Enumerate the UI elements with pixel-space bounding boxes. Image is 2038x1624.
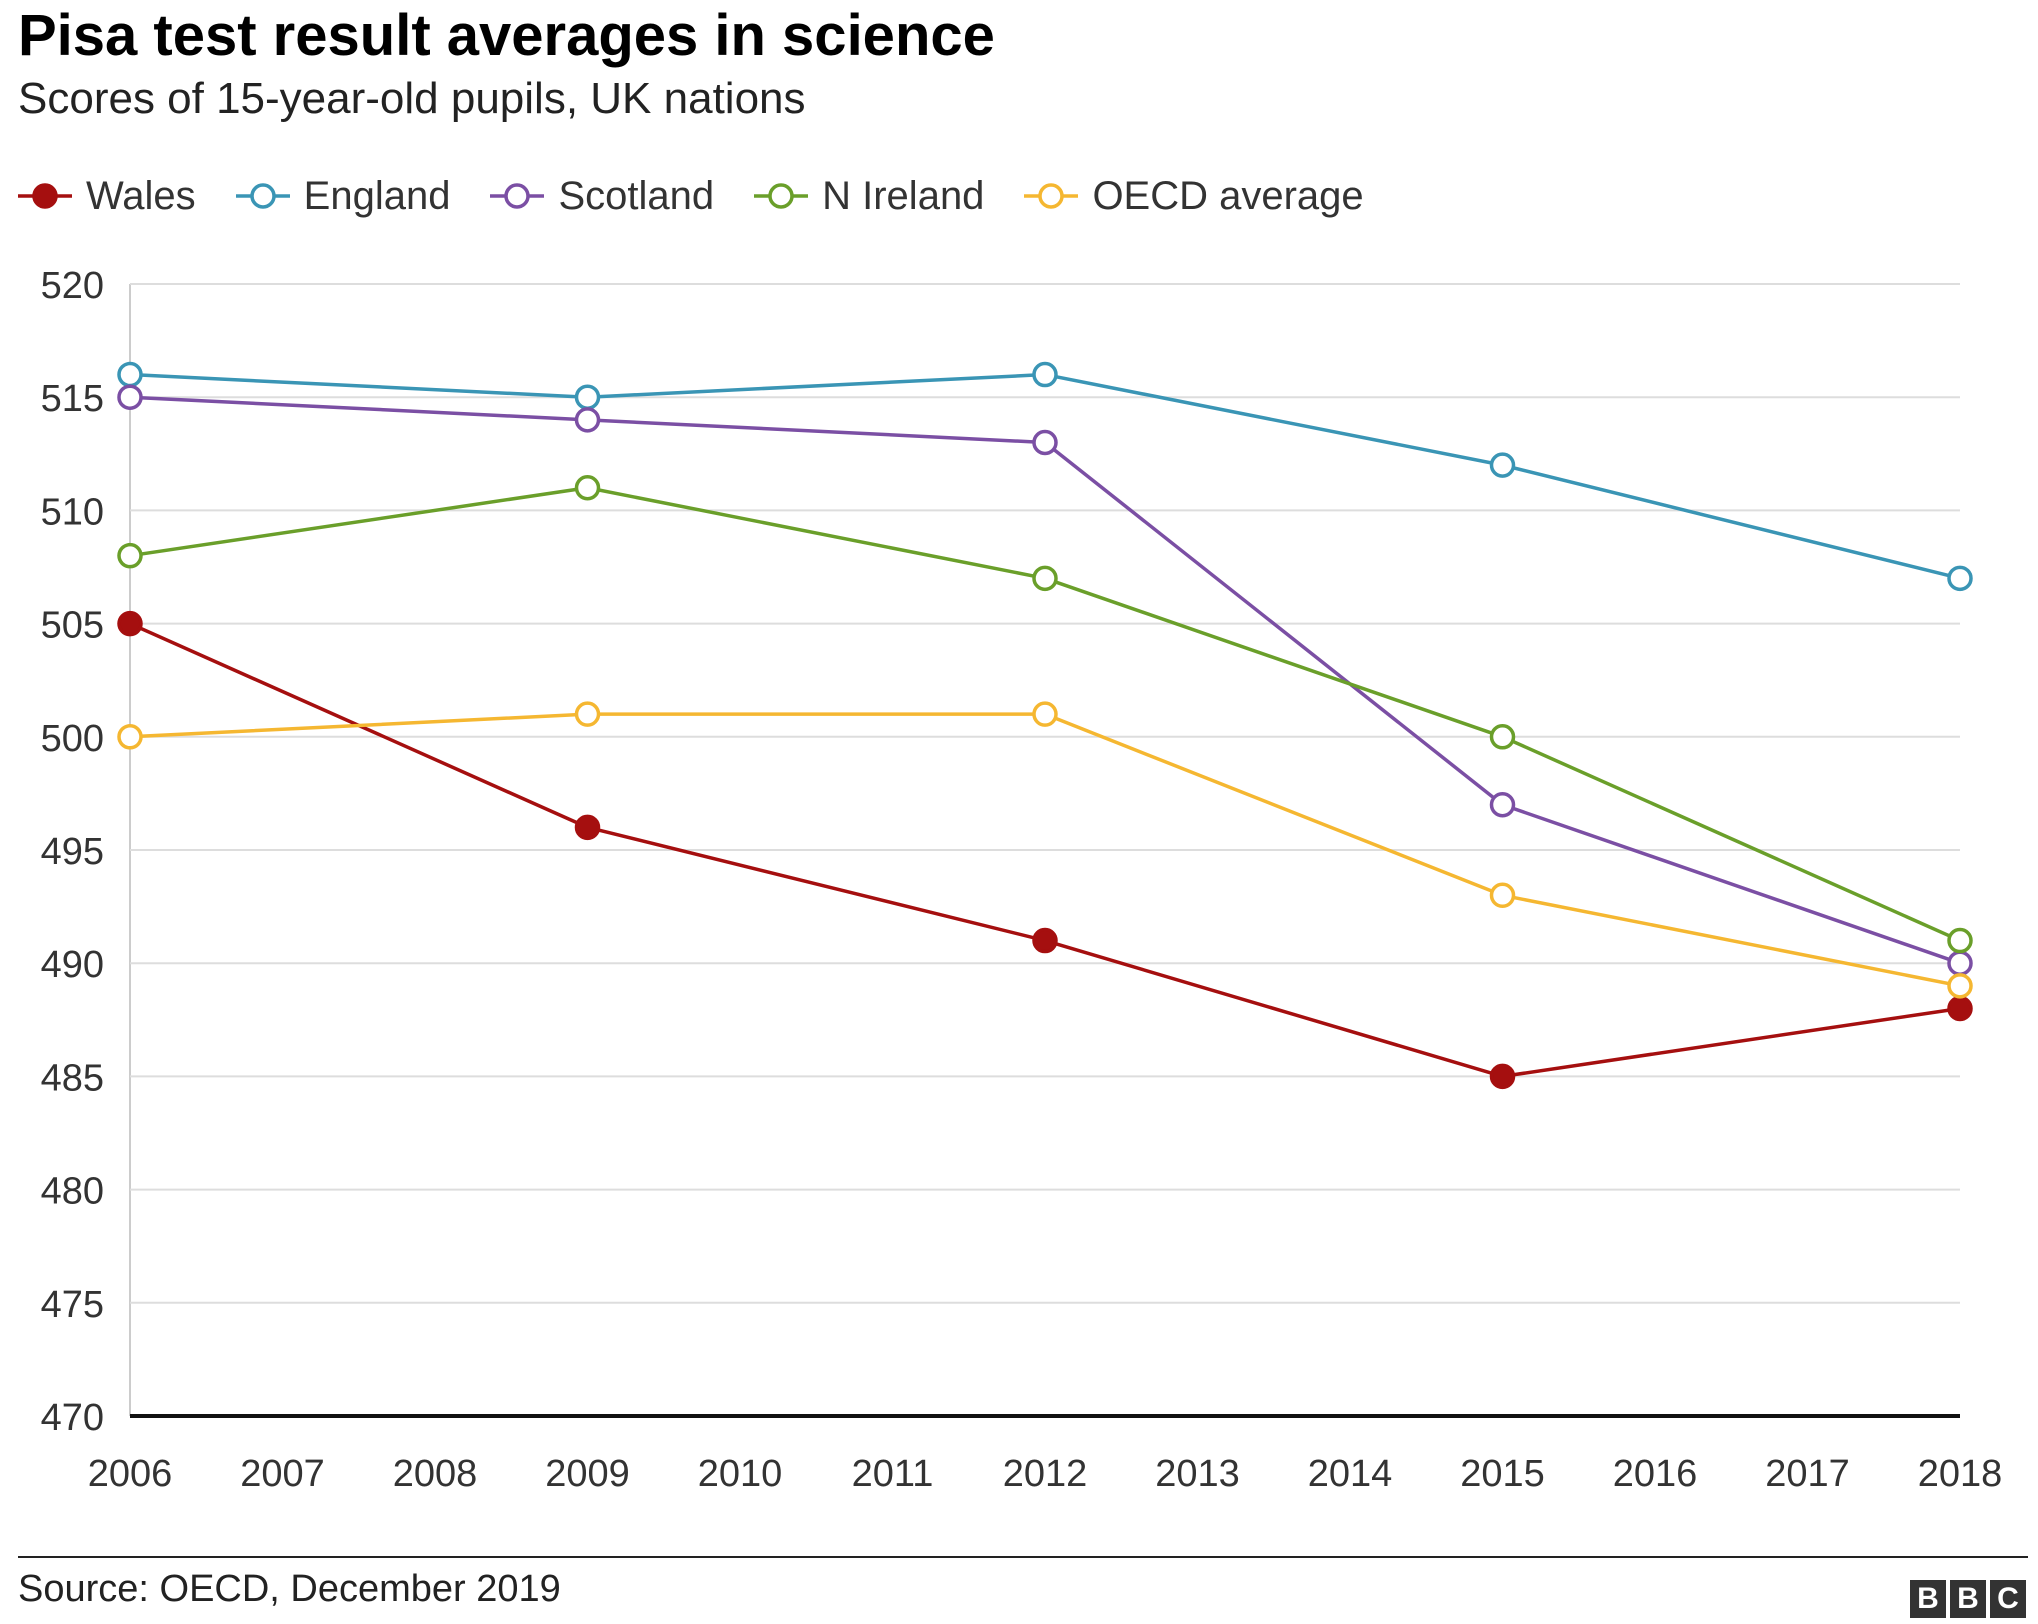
line-chart: 470 475 480 485 490 495 500 505 510 515 520 2006 200… [41,265,2003,1495]
data-point [574,475,601,501]
legend-swatch [754,183,809,209]
x-tick-label: 2012 [1003,1453,1088,1495]
data-point [1489,452,1516,478]
data-point [1489,1063,1516,1090]
footer-divider [18,1556,2028,1558]
x-tick-label: 2008 [393,1453,478,1495]
y-tick-label: 490 [41,944,104,986]
legend-item: Scotland [490,174,714,219]
legend-swatch-marker [1038,183,1065,209]
data-point [117,384,143,410]
x-tick-label: 2010 [698,1453,783,1495]
legend-item: OECD average [1024,173,1364,219]
series-line [129,372,1961,581]
legend-label: England [303,173,451,218]
data-point [574,407,601,433]
legend-swatch-marker [249,183,276,209]
data-point [1489,791,1516,818]
x-tick-label: 2011 [852,1453,934,1495]
legend-swatch [490,183,545,209]
data-point [1947,995,1973,1022]
x-tick-label: 2009 [545,1453,630,1495]
y-tick-label: 510 [41,491,104,533]
chart-legend: Wales England Scotland N Ireland OECD averag… [18,168,1404,224]
source-note: Source: OECD, December 2019 [18,1568,561,1610]
data-point [1032,927,1058,954]
y-tick-label: 505 [41,605,104,647]
legend-item: Wales [18,174,196,219]
chart-title: Pisa test result averages in science [18,3,995,68]
data-point [574,814,601,841]
data-point [1489,724,1516,750]
y-tick-label: 475 [41,1284,104,1326]
data-point [117,361,143,388]
data-point [1489,882,1516,909]
legend-label: N Ireland [822,173,985,218]
data-point [1032,429,1058,456]
x-tick-label: 2007 [240,1453,325,1495]
x-tick-label: 2006 [88,1453,173,1495]
legend-swatch-marker [768,183,794,209]
legend-label: Wales [86,173,196,218]
legend-swatch [235,183,290,209]
x-tick-label: 2017 [1765,1453,1850,1495]
legend-swatch [1024,183,1079,209]
y-tick-label: 480 [41,1171,104,1213]
data-point [1032,361,1058,388]
data-point [117,724,143,750]
bbc-logo-letter: C [1990,1580,2026,1618]
data-point [1032,701,1058,727]
bbc-logo-letter: B [1910,1580,1946,1618]
data-point [574,701,601,727]
bbc-logo: B B C [1906,1580,2026,1618]
y-tick-label: 520 [41,265,104,307]
y-tick-label: 515 [41,378,104,420]
legend-swatch [18,183,72,209]
y-tick-label: 495 [41,831,104,873]
y-tick-label: 470 [41,1397,104,1439]
x-tick-label: 2013 [1155,1453,1240,1495]
data-point [574,384,601,410]
legend-item: England [235,173,451,219]
bbc-logo-letter: B [1950,1580,1986,1618]
y-tick-label: 500 [41,718,104,760]
legend-swatch-marker [504,183,531,209]
legend-item: N Ireland [754,174,984,219]
data-point [1947,973,1973,999]
series-line [129,395,1961,965]
data-point [1947,950,1973,976]
y-tick-label: 485 [41,1057,104,1099]
data-point [117,542,143,569]
data-point [1947,927,1973,954]
data-point [1032,565,1058,592]
legend-label: OECD average [1092,173,1364,218]
legend-label: Scotland [558,173,715,218]
x-tick-label: 2016 [1613,1453,1698,1495]
data-point [1947,565,1973,592]
x-tick-label: 2015 [1460,1453,1545,1495]
x-tick-label: 2014 [1308,1453,1393,1495]
data-point [117,610,143,637]
chart-subtitle: Scores of 15-year-old pupils, UK nations [18,74,806,123]
legend-swatch-marker [32,183,58,209]
x-tick-label: 2018 [1918,1453,2003,1495]
